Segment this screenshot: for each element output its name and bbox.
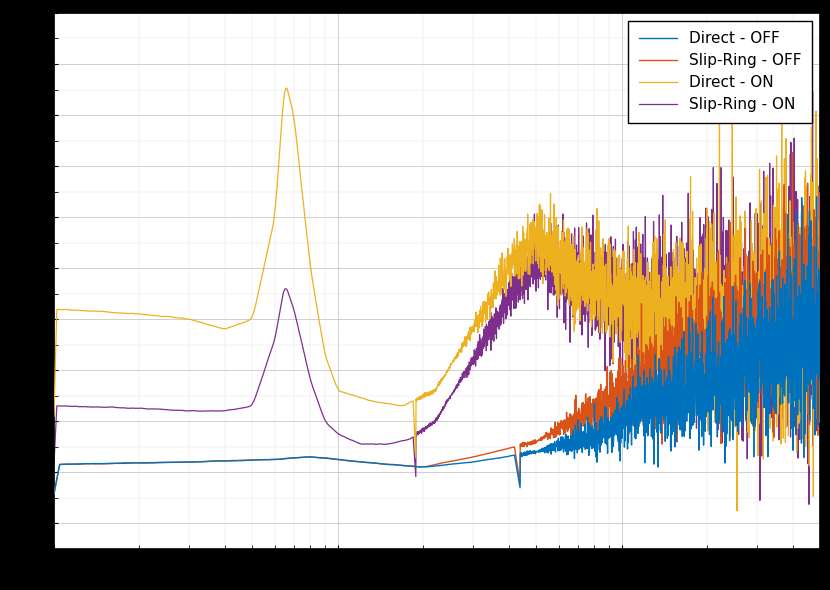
Direct - ON	[777, 67, 787, 74]
Direct - ON	[413, 395, 423, 402]
Direct - OFF	[815, 299, 825, 306]
Direct - OFF	[49, 490, 59, 497]
Line: Direct - ON: Direct - ON	[54, 71, 820, 511]
Slip-Ring - OFF	[754, 404, 764, 411]
Slip-Ring - OFF	[377, 460, 387, 467]
Line: Direct - OFF: Direct - OFF	[54, 197, 820, 494]
Slip-Ring - ON	[792, 297, 802, 304]
Direct - OFF	[812, 194, 822, 201]
Slip-Ring - OFF	[792, 344, 802, 351]
Slip-Ring - OFF	[605, 399, 615, 407]
Direct - ON	[754, 348, 764, 355]
Direct - OFF	[605, 418, 615, 425]
Slip-Ring - ON	[804, 501, 814, 508]
Slip-Ring - ON	[413, 429, 423, 436]
Direct - OFF	[377, 460, 387, 467]
Line: Slip-Ring - ON: Slip-Ring - ON	[54, 91, 820, 504]
Slip-Ring - ON	[371, 441, 381, 448]
Direct - ON	[371, 398, 381, 405]
Direct - OFF	[754, 287, 764, 294]
Slip-Ring - OFF	[815, 306, 825, 313]
Line: Slip-Ring - OFF: Slip-Ring - OFF	[54, 153, 820, 494]
Slip-Ring - ON	[754, 368, 764, 375]
Slip-Ring - OFF	[49, 490, 59, 497]
Direct - ON	[49, 412, 59, 419]
Legend: Direct - OFF, Slip-Ring - OFF, Direct - ON, Slip-Ring - ON: Direct - OFF, Slip-Ring - OFF, Direct - …	[628, 21, 813, 123]
Slip-Ring - OFF	[413, 463, 423, 470]
Slip-Ring - ON	[49, 461, 59, 468]
Slip-Ring - ON	[605, 271, 615, 278]
Direct - ON	[792, 383, 802, 390]
Direct - OFF	[371, 460, 381, 467]
Slip-Ring - ON	[815, 419, 825, 426]
Slip-Ring - OFF	[371, 460, 381, 467]
Slip-Ring - OFF	[788, 149, 798, 156]
Direct - OFF	[792, 207, 802, 214]
Slip-Ring - ON	[377, 441, 387, 448]
Direct - OFF	[413, 463, 423, 470]
Direct - ON	[377, 399, 387, 407]
Slip-Ring - ON	[808, 88, 818, 95]
Direct - ON	[605, 297, 615, 304]
Direct - ON	[815, 363, 825, 370]
Direct - ON	[732, 507, 742, 514]
